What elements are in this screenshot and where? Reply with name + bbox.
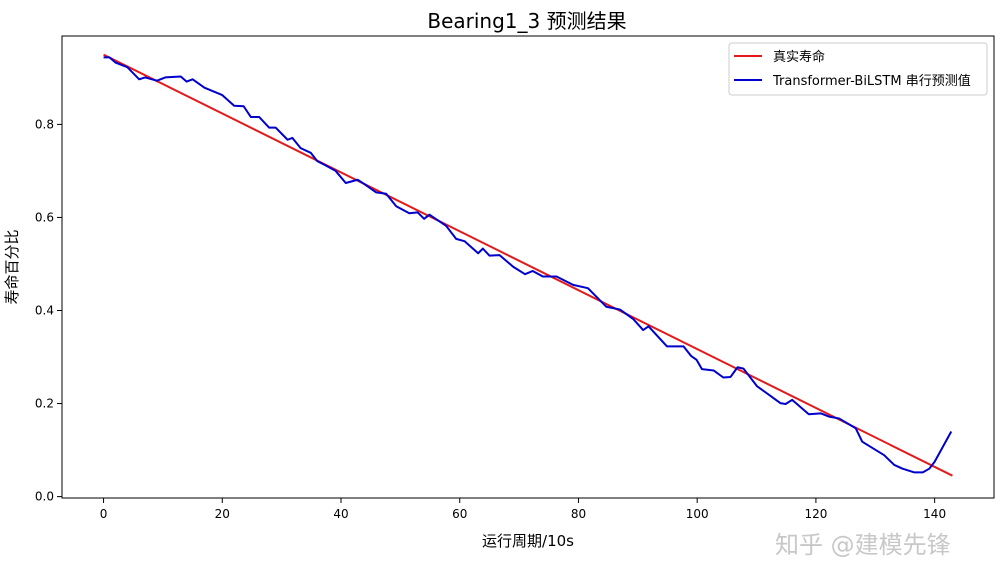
- x-axis: 0 20 40 60 80 100 120 140: [100, 498, 946, 521]
- y-tick-label: 0.4: [35, 304, 54, 318]
- series-line-1: [103, 56, 953, 474]
- watermark: 知乎 @建模先锋: [775, 531, 951, 558]
- axes-frame: [61, 35, 995, 499]
- y-tick-label: 0.6: [35, 210, 54, 224]
- legend: 真实寿命 Transformer-BiLSTM 串行预测值: [728, 42, 988, 96]
- legend-box: [728, 42, 988, 96]
- x-tick-label: 40: [333, 507, 348, 521]
- y-tick-label: 0.0: [35, 490, 54, 504]
- legend-label-prediction: Transformer-BiLSTM 串行预测值: [772, 73, 971, 89]
- y-tick-label: 0.2: [35, 397, 54, 411]
- series-line-0: [103, 53, 953, 477]
- x-tick-label: 20: [215, 507, 230, 521]
- y-axis: 0.0 0.2 0.4 0.6 0.8: [35, 117, 62, 504]
- x-tick-label: 80: [571, 507, 586, 521]
- x-tick-label: 60: [452, 507, 467, 521]
- y-axis-label: 寿命百分比: [3, 229, 21, 304]
- legend-label-true-life: 真实寿命: [773, 49, 825, 65]
- plot-area: [103, 53, 953, 477]
- y-tick-label: 0.8: [35, 117, 54, 131]
- x-tick-label: 140: [923, 507, 946, 521]
- x-axis-label: 运行周期/10s: [482, 532, 574, 550]
- x-tick-label: 0: [100, 507, 108, 521]
- x-tick-label: 120: [804, 507, 827, 521]
- x-tick-label: 100: [686, 507, 709, 521]
- chart-title: Bearing1_3 预测结果: [427, 9, 626, 33]
